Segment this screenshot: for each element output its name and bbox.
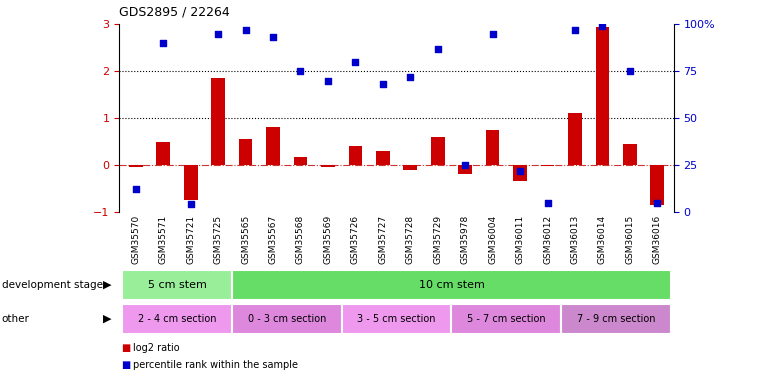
- Text: 3 - 5 cm section: 3 - 5 cm section: [357, 314, 436, 324]
- Point: [185, 201, 197, 207]
- Text: percentile rank within the sample: percentile rank within the sample: [133, 360, 298, 370]
- Bar: [122, 270, 232, 300]
- Text: GSM35728: GSM35728: [406, 214, 415, 264]
- Text: GSM35725: GSM35725: [213, 214, 223, 264]
- Point: [157, 40, 169, 46]
- Point: [267, 34, 280, 40]
- Bar: [486, 130, 500, 165]
- Bar: [403, 165, 417, 170]
- Bar: [458, 165, 472, 174]
- Text: GSM36004: GSM36004: [488, 214, 497, 264]
- Bar: [232, 270, 671, 300]
- Bar: [266, 127, 280, 165]
- Point: [541, 200, 554, 206]
- Text: GSM35721: GSM35721: [186, 214, 196, 264]
- Point: [129, 186, 142, 192]
- Text: GSM35571: GSM35571: [159, 214, 168, 264]
- Point: [212, 31, 224, 37]
- Bar: [239, 139, 253, 165]
- Text: GSM36016: GSM36016: [653, 214, 661, 264]
- Point: [514, 168, 526, 174]
- Text: 0 - 3 cm section: 0 - 3 cm section: [248, 314, 326, 324]
- Text: GSM36013: GSM36013: [571, 214, 580, 264]
- Point: [624, 68, 636, 74]
- Text: GDS2895 / 22264: GDS2895 / 22264: [119, 6, 230, 19]
- Text: 5 - 7 cm section: 5 - 7 cm section: [467, 314, 546, 324]
- Bar: [541, 165, 554, 166]
- Point: [459, 162, 471, 168]
- Text: GSM35726: GSM35726: [351, 214, 360, 264]
- Text: 2 - 4 cm section: 2 - 4 cm section: [138, 314, 216, 324]
- Text: ■: ■: [121, 360, 130, 370]
- Text: 10 cm stem: 10 cm stem: [419, 280, 484, 290]
- Point: [487, 31, 499, 37]
- Text: GSM36012: GSM36012: [543, 214, 552, 264]
- Text: GSM35569: GSM35569: [323, 214, 333, 264]
- Text: ■: ■: [121, 343, 130, 353]
- Text: 5 cm stem: 5 cm stem: [148, 280, 206, 290]
- Text: other: other: [2, 314, 29, 324]
- Text: GSM36011: GSM36011: [516, 214, 524, 264]
- Text: development stage: development stage: [2, 280, 102, 290]
- Bar: [184, 165, 198, 200]
- Point: [651, 200, 664, 206]
- Text: GSM35729: GSM35729: [434, 214, 442, 264]
- Point: [294, 68, 306, 74]
- Bar: [321, 165, 335, 167]
- Bar: [129, 165, 142, 167]
- Text: ▶: ▶: [103, 280, 112, 290]
- Point: [404, 74, 417, 80]
- Text: ▶: ▶: [103, 314, 112, 324]
- Bar: [623, 144, 637, 165]
- Bar: [376, 151, 390, 165]
- Point: [569, 27, 581, 33]
- Text: 7 - 9 cm section: 7 - 9 cm section: [577, 314, 655, 324]
- Bar: [156, 142, 170, 165]
- Bar: [513, 165, 527, 182]
- Text: GSM35565: GSM35565: [241, 214, 250, 264]
- Text: GSM35978: GSM35978: [460, 214, 470, 264]
- Text: log2 ratio: log2 ratio: [133, 343, 180, 353]
- Point: [596, 23, 608, 29]
- Text: GSM35567: GSM35567: [269, 214, 277, 264]
- Bar: [342, 304, 451, 334]
- Bar: [293, 157, 307, 165]
- Bar: [651, 165, 665, 205]
- Text: GSM35727: GSM35727: [378, 214, 387, 264]
- Bar: [451, 304, 561, 334]
- Bar: [211, 78, 225, 165]
- Bar: [595, 27, 609, 165]
- Bar: [568, 113, 582, 165]
- Point: [322, 78, 334, 84]
- Bar: [122, 304, 232, 334]
- Point: [431, 46, 444, 52]
- Text: GSM36015: GSM36015: [625, 214, 634, 264]
- Point: [377, 81, 389, 87]
- Text: GSM36014: GSM36014: [598, 214, 607, 264]
- Text: GSM35568: GSM35568: [296, 214, 305, 264]
- Point: [350, 59, 362, 65]
- Bar: [232, 304, 342, 334]
- Point: [239, 27, 252, 33]
- Bar: [561, 304, 671, 334]
- Bar: [431, 137, 444, 165]
- Text: GSM35570: GSM35570: [132, 214, 140, 264]
- Bar: [349, 146, 362, 165]
